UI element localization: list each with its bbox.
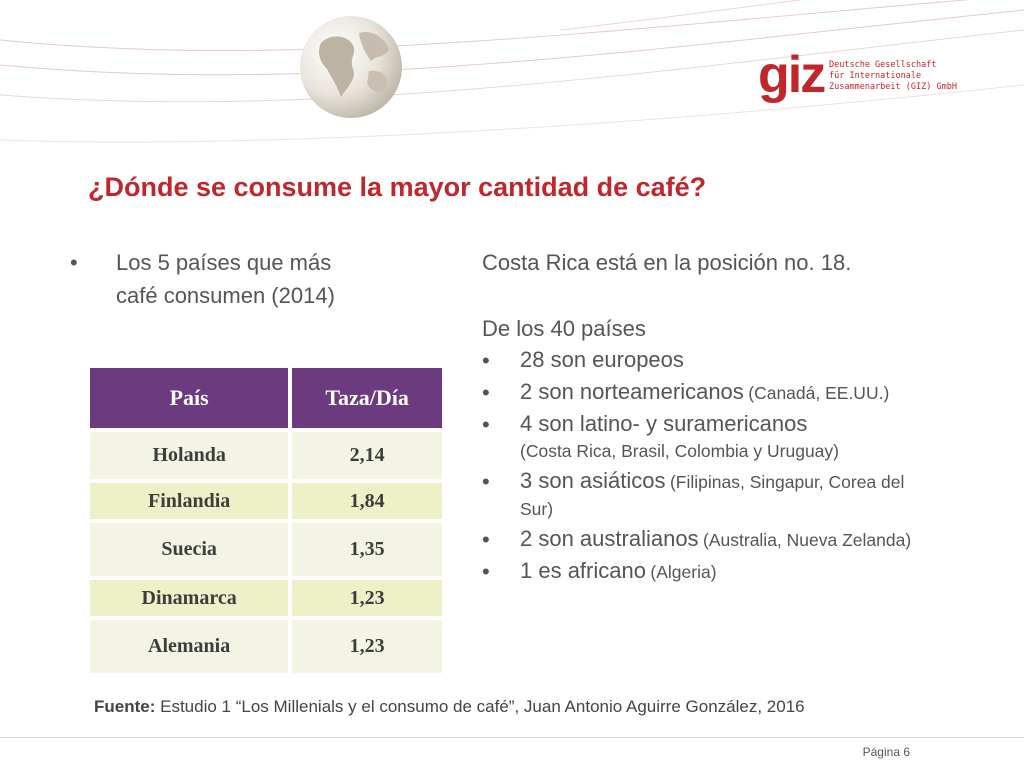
item-main: 28 son europeos [520, 347, 684, 372]
table-cell-cups: 1,23 [292, 580, 442, 616]
item-detail: (Algeria) [650, 562, 717, 582]
position-statement: Costa Rica está en la posición no. 18. [482, 250, 852, 275]
source-text: Estudio 1 “Los Millenials y el consumo d… [160, 697, 805, 716]
header-cups: Taza/Día [292, 368, 442, 428]
list-item: • Los 5 países que más café consumen (20… [70, 246, 390, 312]
source-citation: Fuente: Estudio 1 “Los Millenials y el c… [94, 697, 805, 717]
list-item: • 2 son norteamericanos (Canadá, EE.UU.) [482, 377, 982, 408]
list-item: • 1 es africano (Algeria) [482, 556, 982, 587]
page-number: Página 6 [862, 745, 910, 759]
item-detail: (Australia, Nueva Zelanda) [703, 530, 912, 550]
globe-image [300, 16, 402, 118]
table-row: Suecia 1,35 [90, 523, 442, 576]
table-cell-country: Suecia [90, 523, 289, 576]
table-row: Holanda 2,14 [90, 432, 442, 479]
giz-org-name: Deutsche Gesellschaft für Internationale… [829, 60, 957, 92]
bullet-marker: • [482, 348, 490, 373]
coffee-consumption-table: País Taza/Día Holanda 2,14 Finlandia 1,8… [86, 364, 446, 677]
item-main: 3 son asiáticos [520, 468, 666, 493]
bullet-marker: • [482, 559, 490, 584]
table-cell-cups: 2,14 [292, 432, 442, 479]
item-main: 4 son latino- y suramericanos [520, 411, 808, 436]
item-main: 2 son norteamericanos [520, 379, 744, 404]
table-row: Alemania 1,23 [90, 620, 442, 673]
item-detail: (Filipinas, Singapur, Corea del Sur) [520, 472, 905, 519]
table-cell-cups: 1,84 [292, 483, 442, 519]
table-cell-country: Dinamarca [90, 580, 289, 616]
list-item: • 28 son europeos [482, 345, 982, 376]
table-row: Finlandia 1,84 [90, 483, 442, 519]
bullet-marker: • [70, 250, 78, 275]
giz-logo: giz Deutsche Gesellschaft für Internatio… [758, 49, 958, 106]
countries-intro: De los 40 países [482, 316, 646, 341]
item-detail: (Canadá, EE.UU.) [748, 383, 890, 403]
table-cell-cups: 1,23 [292, 620, 442, 673]
bullet-marker: • [482, 527, 490, 552]
table-cell-country: Holanda [90, 432, 289, 479]
item-main: 2 son australianos [520, 526, 699, 551]
table-cell-cups: 1,35 [292, 523, 442, 576]
bullet-marker: • [482, 412, 490, 437]
bullet-marker: • [482, 380, 490, 405]
slide-title: ¿Dónde se consume la mayor cantidad de c… [88, 172, 707, 202]
source-label: Fuente: [94, 697, 156, 716]
list-item: • 4 son latino- y suramericanos (Costa Ri… [482, 409, 982, 465]
right-column: Costa Rica está en la posición no. 18. D… [482, 246, 982, 588]
item-detail: (Costa Rica, Brasil, Colombia y Uruguay) [520, 441, 839, 461]
list-item: • 2 son australianos (Australia, Nueva Z… [482, 524, 982, 555]
bullet-marker: • [482, 469, 490, 494]
left-bullet-list: • Los 5 países que más café consumen (20… [70, 246, 390, 312]
giz-logo-mark: giz [758, 46, 826, 104]
table-cell-country: Alemania [90, 620, 289, 673]
table-row: Dinamarca 1,23 [90, 580, 442, 616]
table-header-row: País Taza/Día [90, 368, 442, 428]
list-item: • 3 son asiáticos (Filipinas, Singapur, … [482, 466, 982, 523]
table-cell-country: Finlandia [90, 483, 289, 519]
countries-list: • 28 son europeos • 2 son norteamericano… [482, 345, 982, 587]
left-bullet-text: Los 5 países que más café consumen (2014… [116, 250, 335, 308]
footer-divider [0, 737, 1024, 738]
item-main: 1 es africano [520, 558, 646, 583]
header-country: País [90, 368, 289, 428]
